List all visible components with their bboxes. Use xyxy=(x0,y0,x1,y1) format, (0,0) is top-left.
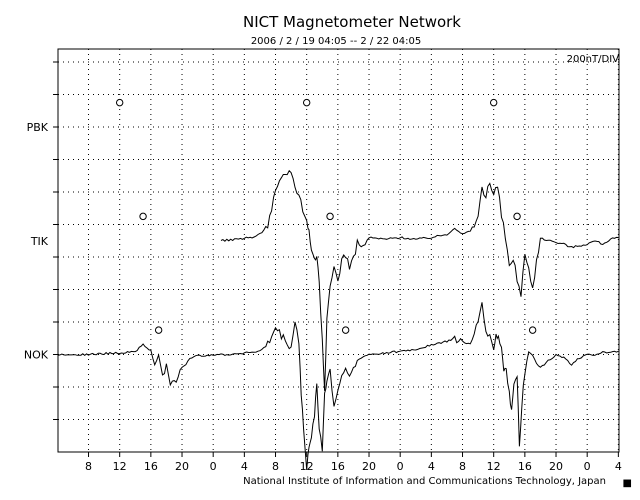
x-ticks: 8 12 16 20 0 4 8 12 16 20 0 4 8 12 16 20 0 4 xyxy=(85,452,622,473)
x-tick-label: 8 xyxy=(459,460,466,473)
grid xyxy=(58,49,619,452)
trace-nok xyxy=(57,302,619,471)
x-tick-label: 0 xyxy=(210,460,217,473)
station-label-tik: TIK xyxy=(30,235,49,248)
onset-marker-pbk xyxy=(302,98,311,107)
corner-mark: ■ xyxy=(623,478,632,489)
x-tick-label: 12 xyxy=(113,460,127,473)
onset-marker-nok xyxy=(154,326,163,334)
onset-marker-tik xyxy=(513,212,521,221)
x-tick-label: 0 xyxy=(397,460,404,473)
onset-marker-tik xyxy=(326,212,334,221)
scale-label: 200nT/DIV xyxy=(567,54,620,65)
x-tick-label: 4 xyxy=(241,460,248,473)
x-tick-label: 12 xyxy=(487,460,501,473)
credit-line: National Institute of Information and Co… xyxy=(243,476,606,487)
onset-marker-nok xyxy=(341,326,350,334)
chart-date-range: 2006 / 2 / 19 04:05 -- 2 / 22 04:05 xyxy=(251,36,421,47)
x-tick-label: 4 xyxy=(428,460,435,473)
x-tick-label: 8 xyxy=(85,460,92,473)
x-tick-label: 20 xyxy=(549,460,563,473)
x-tick-label: 16 xyxy=(518,460,532,473)
traces xyxy=(57,169,619,471)
onset-marker-pbk xyxy=(115,98,124,107)
x-tick-label: 0 xyxy=(584,460,591,473)
station-label-nok: NOK xyxy=(24,349,49,362)
onset-marker-pbk xyxy=(489,98,498,107)
trace-tik xyxy=(220,169,619,391)
x-tick-label: 16 xyxy=(331,460,345,473)
x-tick-label: 16 xyxy=(144,460,158,473)
x-tick-label: 20 xyxy=(362,460,376,473)
plot-frame xyxy=(57,48,620,453)
onset-marker-nok xyxy=(528,326,537,334)
y-ticks xyxy=(53,61,58,420)
station-label-pbk: PBK xyxy=(27,121,49,134)
x-tick-label: 4 xyxy=(615,460,622,473)
x-tick-label: 8 xyxy=(272,460,279,473)
chart-title: NICT Magnetometer Network xyxy=(243,13,461,31)
station-labels: PBK TIK NOK xyxy=(24,121,49,362)
onset-marker-tik xyxy=(139,212,147,221)
onset-markers xyxy=(115,98,537,334)
x-tick-label: 20 xyxy=(175,460,189,473)
